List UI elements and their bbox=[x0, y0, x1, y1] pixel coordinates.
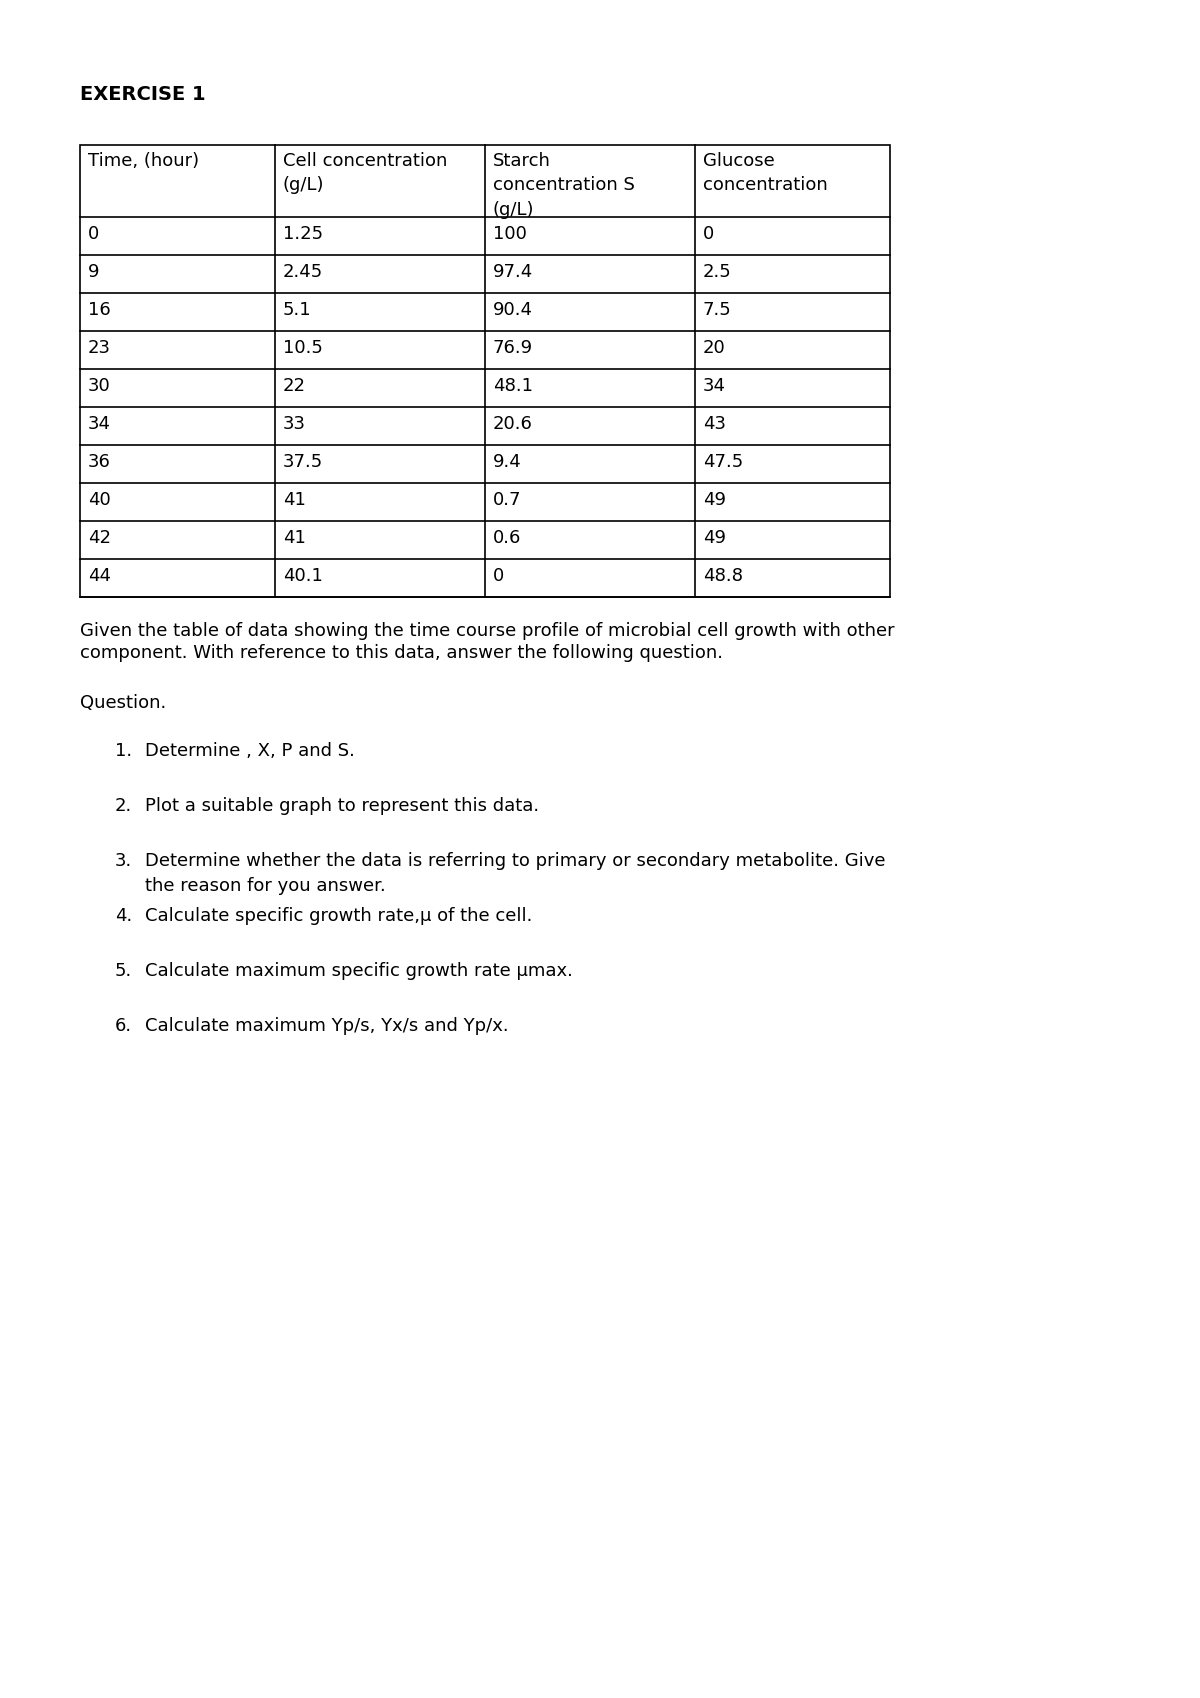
Text: 20.6: 20.6 bbox=[493, 414, 533, 433]
Text: 0: 0 bbox=[88, 226, 100, 243]
Text: 0.6: 0.6 bbox=[493, 530, 521, 547]
Text: 5.1: 5.1 bbox=[283, 301, 312, 319]
Text: 42: 42 bbox=[88, 530, 112, 547]
Text: 7.5: 7.5 bbox=[703, 301, 732, 319]
Text: 41: 41 bbox=[283, 491, 306, 509]
Text: Determine , X, P and S.: Determine , X, P and S. bbox=[145, 742, 355, 761]
Text: Plot a suitable graph to represent this data.: Plot a suitable graph to represent this … bbox=[145, 796, 539, 815]
Text: Calculate specific growth rate,μ of the cell.: Calculate specific growth rate,μ of the … bbox=[145, 907, 533, 925]
Text: 9.4: 9.4 bbox=[493, 453, 522, 470]
Text: Calculate maximum specific growth rate μmax.: Calculate maximum specific growth rate μ… bbox=[145, 963, 572, 980]
Text: 22: 22 bbox=[283, 377, 306, 396]
Text: 20: 20 bbox=[703, 340, 726, 357]
Text: Question.: Question. bbox=[80, 694, 167, 711]
Text: Glucose
concentration: Glucose concentration bbox=[703, 153, 828, 194]
Text: 1.: 1. bbox=[115, 742, 132, 761]
Text: Determine whether the data is referring to primary or secondary metabolite. Give: Determine whether the data is referring … bbox=[145, 852, 886, 895]
Text: 90.4: 90.4 bbox=[493, 301, 533, 319]
Text: Calculate maximum Yp/s, Yx/s and Yp/x.: Calculate maximum Yp/s, Yx/s and Yp/x. bbox=[145, 1017, 509, 1036]
Text: EXERCISE 1: EXERCISE 1 bbox=[80, 85, 205, 104]
Text: 48.8: 48.8 bbox=[703, 567, 743, 586]
Text: 49: 49 bbox=[703, 491, 726, 509]
Text: 5.: 5. bbox=[115, 963, 132, 980]
Text: 40: 40 bbox=[88, 491, 110, 509]
Text: 40.1: 40.1 bbox=[283, 567, 323, 586]
Text: 0: 0 bbox=[493, 567, 504, 586]
Text: 48.1: 48.1 bbox=[493, 377, 533, 396]
Text: 30: 30 bbox=[88, 377, 110, 396]
Text: 0: 0 bbox=[703, 226, 714, 243]
Text: 2.5: 2.5 bbox=[703, 263, 732, 280]
Text: 100: 100 bbox=[493, 226, 527, 243]
Text: 2.: 2. bbox=[115, 796, 132, 815]
Text: 37.5: 37.5 bbox=[283, 453, 323, 470]
Text: 76.9: 76.9 bbox=[493, 340, 533, 357]
Text: 23: 23 bbox=[88, 340, 112, 357]
Text: 3.: 3. bbox=[115, 852, 132, 869]
Text: 10.5: 10.5 bbox=[283, 340, 323, 357]
Text: component. With reference to this data, answer the following question.: component. With reference to this data, … bbox=[80, 644, 722, 662]
Text: 1.25: 1.25 bbox=[283, 226, 323, 243]
Text: 33: 33 bbox=[283, 414, 306, 433]
Text: 34: 34 bbox=[703, 377, 726, 396]
Text: 49: 49 bbox=[703, 530, 726, 547]
Text: 9: 9 bbox=[88, 263, 100, 280]
Text: 41: 41 bbox=[283, 530, 306, 547]
Text: 34: 34 bbox=[88, 414, 112, 433]
Text: 0.7: 0.7 bbox=[493, 491, 522, 509]
Text: 97.4: 97.4 bbox=[493, 263, 533, 280]
Text: Starch
concentration S
(g/L): Starch concentration S (g/L) bbox=[493, 153, 635, 219]
Text: 43: 43 bbox=[703, 414, 726, 433]
Text: 2.45: 2.45 bbox=[283, 263, 323, 280]
Text: 36: 36 bbox=[88, 453, 110, 470]
Text: 44: 44 bbox=[88, 567, 112, 586]
Text: 6.: 6. bbox=[115, 1017, 132, 1036]
Text: 16: 16 bbox=[88, 301, 110, 319]
Text: 47.5: 47.5 bbox=[703, 453, 743, 470]
Text: 4.: 4. bbox=[115, 907, 132, 925]
Text: Cell concentration
(g/L): Cell concentration (g/L) bbox=[283, 153, 448, 194]
Text: Time, (hour): Time, (hour) bbox=[88, 153, 199, 170]
Bar bbox=[80, 144, 890, 598]
Text: Given the table of data showing the time course profile of microbial cell growth: Given the table of data showing the time… bbox=[80, 621, 895, 640]
